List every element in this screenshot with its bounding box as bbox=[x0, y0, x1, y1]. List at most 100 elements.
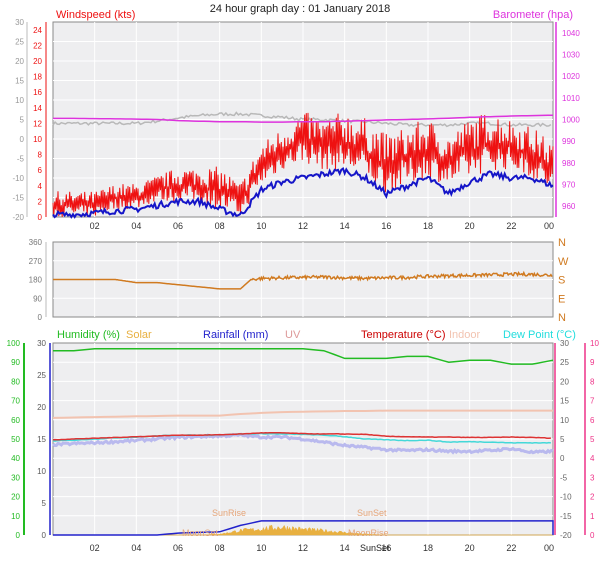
compass-point-label: W bbox=[558, 256, 569, 268]
direction-axis-tick: 270 bbox=[29, 257, 43, 266]
outer-axis-tick: 25 bbox=[15, 38, 24, 47]
windspeed-axis-tick: 16 bbox=[33, 88, 42, 97]
annotation-moonset: MoonSet bbox=[182, 528, 219, 538]
temperature-axis-tick: 10 bbox=[560, 416, 569, 425]
x-tick-label: 20 bbox=[465, 221, 475, 231]
windspeed-axis-tick: 2 bbox=[38, 197, 43, 206]
legend-item: Indoor bbox=[449, 329, 481, 341]
x-tick-label: 10 bbox=[256, 543, 266, 553]
x-tick-label: 20 bbox=[465, 543, 475, 553]
wind-x-axis: 02 04 06 08 10 12 14 16 18 20 22 00 bbox=[90, 221, 554, 231]
outer-axis-tick: 15 bbox=[15, 77, 24, 86]
humidity-axis-tick: 80 bbox=[11, 377, 20, 386]
barometer-label: Barometer (hpa) bbox=[493, 9, 573, 21]
x-tick-label: 18 bbox=[423, 543, 433, 553]
temperature-axis-tick: -10 bbox=[560, 493, 572, 502]
compass-point-label: N bbox=[558, 237, 566, 249]
temperature-axis: 30 25 20 15 10 5 0 -5 -10 -15 -20 bbox=[554, 339, 572, 540]
outer-axis-tick: 5 bbox=[20, 116, 25, 125]
barometer-axis-tick: 1000 bbox=[562, 116, 580, 125]
legend-item: Humidity (%) bbox=[57, 329, 120, 341]
x-tick-label: 02 bbox=[90, 543, 100, 553]
rainfall-axis-tick: 30 bbox=[37, 339, 46, 348]
legend-item: Solar bbox=[126, 329, 152, 341]
uv-axis-tick: 1 bbox=[590, 512, 595, 521]
outer-axis-tick: 0 bbox=[20, 135, 25, 144]
x-tick-label: 06 bbox=[173, 543, 183, 553]
annotation-sunrise: SunRise bbox=[212, 508, 246, 518]
windspeed-axis-tick: 8 bbox=[38, 151, 43, 160]
direction-axis-tick: 0 bbox=[38, 313, 43, 322]
outer-axis-tick: -15 bbox=[12, 194, 24, 203]
temperature-axis-tick: -20 bbox=[560, 531, 572, 540]
x-tick-label: 10 bbox=[256, 221, 266, 231]
windspeed-label: Windspeed (kts) bbox=[56, 9, 135, 21]
temperature-axis-tick: 15 bbox=[560, 397, 569, 406]
temperature-axis-tick: 25 bbox=[560, 358, 569, 367]
humidity-axis-tick: 90 bbox=[11, 358, 20, 367]
outer-axis-tick: -20 bbox=[12, 213, 24, 222]
x-tick-label: 00 bbox=[544, 221, 554, 231]
sun-moon-annotations: SunRise SunSet MoonSet MoonRise SunSet bbox=[182, 508, 390, 553]
barometer-axis-tick: 1030 bbox=[562, 51, 580, 60]
uv-axis-tick: 3 bbox=[590, 473, 595, 482]
multi-panel: Humidity (%) Solar Rainfall (mm) UV Temperat… bbox=[7, 329, 600, 553]
outer-axis-tick: 30 bbox=[15, 18, 24, 27]
graph-title: 24 hour graph day : 01 January 2018 bbox=[210, 3, 390, 15]
barometer-series-line bbox=[53, 114, 554, 123]
legend-item: Rainfall (mm) bbox=[203, 329, 268, 341]
wind-series bbox=[52, 111, 554, 219]
grey-series-line bbox=[52, 111, 552, 128]
multi-x-axis: 02 04 06 08 10 12 14 16 18 20 22 00 bbox=[90, 543, 554, 553]
x-tick-label: 12 bbox=[298, 221, 308, 231]
direction-axis: 360 270 180 90 0 bbox=[29, 238, 47, 322]
barometer-axis-tick: 1040 bbox=[562, 29, 580, 38]
humidity-axis-tick: 100 bbox=[7, 339, 21, 348]
x-tick-label: 14 bbox=[340, 543, 350, 553]
uv-axis-tick: 9 bbox=[590, 358, 595, 367]
wind-direction-series-line bbox=[53, 270, 553, 290]
rainfall-axis-tick: 5 bbox=[42, 499, 47, 508]
rainfall-axis-tick: 0 bbox=[42, 531, 47, 540]
x-tick-label: 18 bbox=[423, 221, 433, 231]
windspeed-axis-tick: 20 bbox=[33, 57, 42, 66]
annotation-sunset: SunSet bbox=[357, 508, 387, 518]
temperature-axis-tick: -5 bbox=[560, 473, 568, 482]
x-tick-label: 22 bbox=[506, 543, 516, 553]
compass-point-label: S bbox=[558, 275, 565, 287]
x-tick-label: 02 bbox=[90, 221, 100, 231]
direction-axis-tick: 180 bbox=[29, 276, 43, 285]
outer-axis-tick: -10 bbox=[12, 174, 24, 183]
humidity-axis-tick: 20 bbox=[11, 493, 20, 502]
x-tick-label: 22 bbox=[506, 221, 516, 231]
uv-axis-tick: 8 bbox=[590, 377, 595, 386]
x-tick-label: 08 bbox=[215, 543, 225, 553]
temperature-axis-tick: 0 bbox=[560, 454, 565, 463]
rainfall-axis-tick: 15 bbox=[37, 435, 46, 444]
windspeed-axis-tick: 12 bbox=[33, 119, 42, 128]
uv-axis-tick: 6 bbox=[590, 416, 595, 425]
x-tick-label: 16 bbox=[381, 543, 391, 553]
compass-point-label: N bbox=[558, 312, 566, 324]
x-tick-label: 16 bbox=[381, 221, 391, 231]
humidity-axis-tick: 40 bbox=[11, 454, 20, 463]
outer-axis-tick: 10 bbox=[15, 96, 24, 105]
windspeed-axis-tick: 10 bbox=[33, 135, 42, 144]
outer-axis-tick: 20 bbox=[15, 57, 24, 66]
uv-axis-tick: 10 bbox=[590, 339, 599, 348]
x-tick-label: 04 bbox=[131, 543, 141, 553]
humidity-axis-tick: 0 bbox=[16, 531, 21, 540]
windspeed-axis-tick: 6 bbox=[38, 166, 43, 175]
average-wind-series-line bbox=[52, 167, 554, 219]
temperature-axis-tick: 5 bbox=[560, 435, 565, 444]
lavender-series-line bbox=[51, 432, 554, 455]
legend: Humidity (%) Solar Rainfall (mm) UV Temperat… bbox=[57, 329, 576, 341]
wind-outer-axis: 30 25 20 15 10 5 0 -5 -10 -15 -20 bbox=[12, 18, 28, 222]
legend-item: UV bbox=[285, 329, 301, 341]
windspeed-axis-tick: 4 bbox=[38, 182, 43, 191]
uv-axis-tick: 0 bbox=[590, 531, 595, 540]
